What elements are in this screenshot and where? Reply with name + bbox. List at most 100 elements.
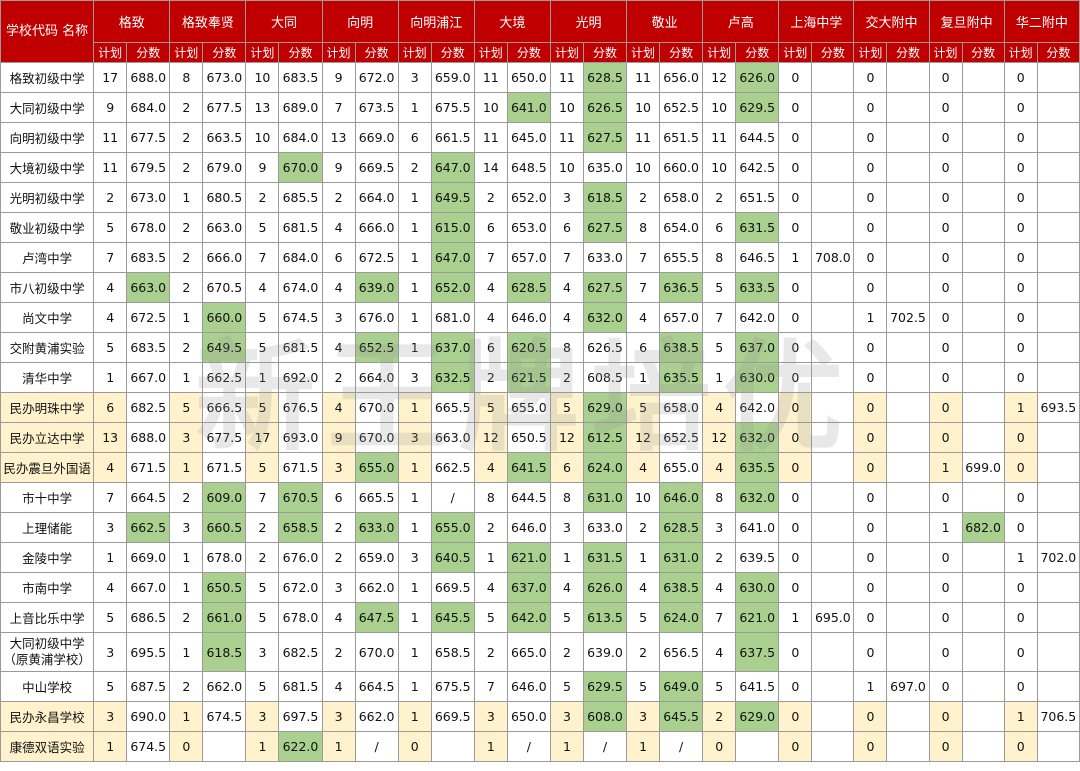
plan-cell: 3 — [245, 632, 280, 672]
score-cell — [811, 482, 855, 513]
score-cell — [1036, 422, 1080, 453]
score-cell: 652.0 — [430, 272, 475, 303]
score-cell: 645.0 — [506, 122, 551, 153]
plan-cell: 5 — [549, 602, 584, 633]
plan-cell: 0 — [853, 332, 888, 363]
score-cell: 695.0 — [811, 602, 855, 633]
score-cell: / — [659, 731, 704, 762]
score-cell: 629.0 — [582, 392, 628, 423]
score-cell: 627.5 — [582, 212, 628, 243]
plan-cell: 6 — [702, 212, 737, 243]
table-body: 格致初级中学 17 688.0 8 673.0 10 683.5 9 672.0 3 659.0 11… — [0, 62, 1080, 762]
score-cell: 641.5 — [735, 671, 780, 702]
score-cell: 661.5 — [430, 122, 475, 153]
score-cell: 612.5 — [582, 422, 628, 453]
score-cell: 632.0 — [735, 422, 780, 453]
plan-cell: 5 — [245, 572, 280, 603]
score-cell — [961, 272, 1005, 303]
plan-cell: 2 — [169, 482, 204, 513]
score-cell — [1036, 602, 1080, 633]
score-cell: 708.0 — [811, 242, 855, 273]
school-name-cell: 大境初级中学 — [0, 152, 95, 183]
score-cell: 631.5 — [735, 212, 780, 243]
score-cell: 631.0 — [582, 482, 628, 513]
score-cell — [886, 392, 930, 423]
score-cell: 650.0 — [506, 62, 551, 93]
plan-cell: 0 — [928, 92, 963, 123]
score-cell: 630.0 — [735, 362, 780, 393]
score-subheader: 分数 — [278, 42, 323, 63]
plan-subheader: 计划 — [549, 42, 584, 63]
score-cell: 646.0 — [659, 482, 704, 513]
plan-cell: 5 — [702, 332, 737, 363]
score-cell: 657.0 — [506, 242, 551, 273]
score-cell: 674.5 — [126, 731, 171, 762]
plan-cell: 2 — [549, 632, 584, 672]
plan-cell: 0 — [928, 482, 963, 513]
plan-cell: 2 — [626, 512, 661, 543]
score-cell: 658.0 — [659, 182, 704, 213]
plan-cell: 4 — [93, 572, 128, 603]
score-cell: 683.5 — [126, 242, 171, 273]
table-row: 敬业初级中学 5 678.0 2 663.0 5 681.5 4 666.0 1 615.0 6 653… — [0, 212, 1080, 243]
score-cell: 655.0 — [659, 452, 704, 483]
score-cell: 655.0 — [354, 452, 399, 483]
plan-cell: 1 — [1003, 701, 1038, 732]
plan-cell: 1 — [169, 701, 204, 732]
score-cell: 666.0 — [354, 212, 399, 243]
plan-cell: 13 — [93, 422, 128, 453]
score-cell: 655.0 — [430, 512, 475, 543]
score-cell: 637.0 — [430, 332, 475, 363]
plan-cell: 0 — [778, 632, 813, 672]
score-cell — [961, 572, 1005, 603]
plan-cell: 0 — [778, 332, 813, 363]
score-cell: 664.0 — [354, 362, 399, 393]
score-cell: 672.0 — [354, 62, 399, 93]
plan-cell: 4 — [549, 272, 584, 303]
plan-cell: 4 — [245, 272, 280, 303]
plan-cell: 0 — [928, 212, 963, 243]
score-cell: 669.0 — [126, 542, 171, 573]
score-cell — [1036, 182, 1080, 213]
plan-subheader: 计划 — [169, 42, 204, 63]
target-header: 华二附中 — [1003, 0, 1080, 43]
score-cell: 626.0 — [735, 62, 780, 93]
table-row: 市南中学 4 667.0 1 650.5 5 672.0 3 662.0 1 669.5 4 637.0… — [0, 572, 1080, 603]
plan-cell: 13 — [245, 92, 280, 123]
score-cell: 688.0 — [126, 422, 171, 453]
score-cell: 702.0 — [1036, 542, 1080, 573]
score-cell: 667.0 — [126, 572, 171, 603]
plan-cell: 1 — [626, 362, 661, 393]
score-cell — [1036, 212, 1080, 243]
plan-cell: 0 — [778, 152, 813, 183]
score-cell — [811, 542, 855, 573]
score-cell — [811, 182, 855, 213]
plan-cell: 0 — [778, 422, 813, 453]
plan-cell: 3 — [245, 701, 280, 732]
plan-cell: 1 — [245, 362, 280, 393]
score-cell: 653.0 — [506, 212, 551, 243]
plan-cell: 0 — [853, 152, 888, 183]
plan-subheader: 计划 — [93, 42, 128, 63]
school-name-cell: 交附黄浦实验 — [0, 332, 95, 363]
plan-cell: 11 — [473, 122, 508, 153]
table-row: 市十中学 7 664.5 2 609.0 7 670.5 6 665.5 1/8 644.5 8 631… — [0, 482, 1080, 513]
plan-cell: 11 — [549, 62, 584, 93]
score-subheader: 分数 — [659, 42, 704, 63]
score-cell: 670.5 — [202, 272, 247, 303]
plan-cell: 0 — [1003, 482, 1038, 513]
score-cell: 699.0 — [961, 452, 1005, 483]
plan-cell: 3 — [549, 701, 584, 732]
score-cell: 682.5 — [126, 392, 171, 423]
score-cell: 672.0 — [278, 572, 323, 603]
score-cell: 671.5 — [126, 452, 171, 483]
table-row: 上理储能 3 662.5 3 660.5 2 658.5 2 633.0 1 655.0 2 646.0… — [0, 512, 1080, 543]
plan-cell: 2 — [169, 671, 204, 702]
plan-cell: 12 — [549, 422, 584, 453]
plan-cell: 1 — [169, 452, 204, 483]
plan-cell: 2 — [169, 122, 204, 153]
score-subheader: 分数 — [1036, 42, 1080, 63]
score-cell: 685.5 — [278, 182, 323, 213]
plan-cell: 2 — [397, 152, 432, 183]
plan-cell: 2 — [169, 212, 204, 243]
